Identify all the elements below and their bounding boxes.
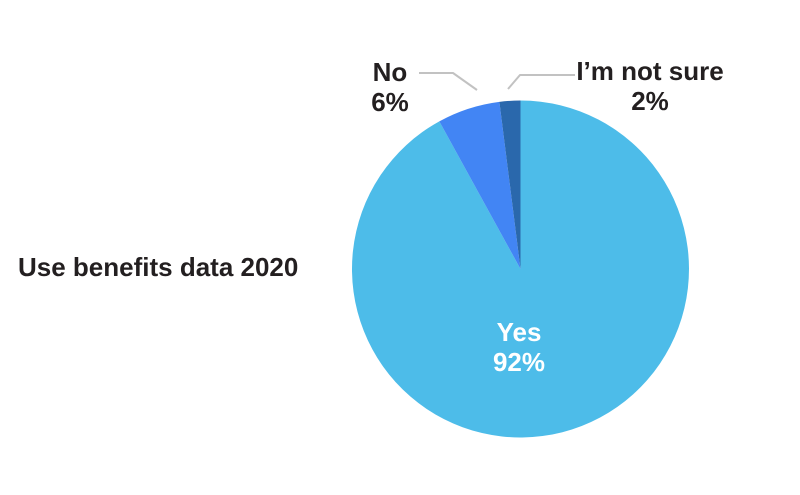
pie-slices [351,100,689,438]
slice-label-no: No 6% [340,57,440,117]
slice-label-not-sure: I’m not sure 2% [570,56,730,116]
slice-label-not-sure-value: 2% [631,86,669,116]
chart-title: Use benefits data 2020 [18,252,299,282]
leader-line-no [419,72,478,91]
slice-label-not-sure-name: I’m not sure [576,56,724,86]
slice-label-no-name: No [372,57,408,87]
slice-label-yes-value: 92% [492,347,546,377]
pie-slice-i-m-not-sure [499,100,521,269]
slice-label-yes: Yes 92% [419,317,619,377]
slice-label-no-value: 6% [371,87,409,117]
pie-slice-no [439,101,521,269]
leader-line-not-sure [507,74,575,90]
pie-slice-yes [351,100,689,438]
slice-label-yes-name: Yes [496,317,542,347]
